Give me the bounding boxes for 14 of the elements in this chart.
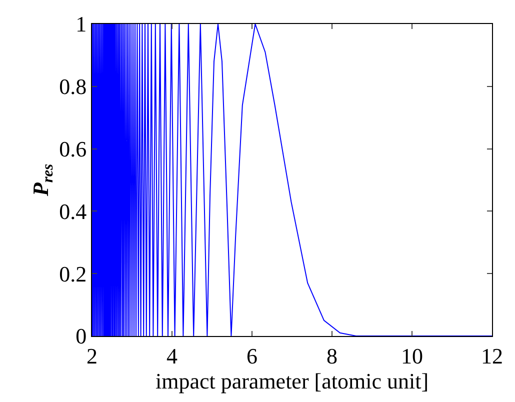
y-tick-label: 0.8 [59, 74, 87, 100]
y-tick-label: 0.2 [59, 261, 87, 286]
x-tick-label: 12 [481, 343, 503, 368]
x-tick-label: 4 [166, 343, 178, 368]
x-tick-label: 10 [401, 343, 423, 368]
x-tick-label: 6 [246, 343, 258, 368]
x-tick-label: 8 [326, 343, 338, 368]
y-tick-label: 1 [76, 12, 87, 37]
y-tick-label: 0.6 [59, 136, 87, 162]
x-axis-title: impact parameter [atomic unit] [155, 368, 429, 394]
y-tick-label: 0 [76, 324, 87, 349]
x-tick-label: 2 [86, 343, 98, 368]
line-series [92, 24, 492, 336]
y-tick-label: 0.4 [59, 198, 87, 224]
